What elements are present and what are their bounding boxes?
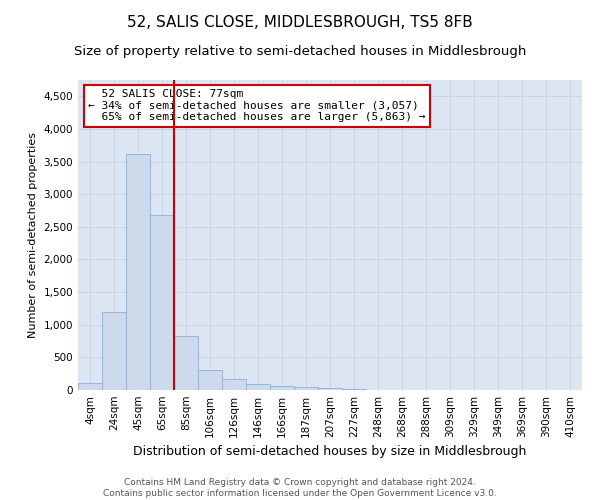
Text: Size of property relative to semi-detached houses in Middlesbrough: Size of property relative to semi-detach…: [74, 45, 526, 58]
Bar: [174, 336, 198, 390]
Bar: [150, 215, 174, 390]
Text: 52, SALIS CLOSE, MIDDLESBROUGH, TS5 8FB: 52, SALIS CLOSE, MIDDLESBROUGH, TS5 8FB: [127, 15, 473, 30]
Bar: [342, 389, 366, 390]
Bar: [246, 384, 270, 390]
Bar: [126, 154, 150, 390]
Text: Contains HM Land Registry data © Crown copyright and database right 2024.
Contai: Contains HM Land Registry data © Crown c…: [103, 478, 497, 498]
Y-axis label: Number of semi-detached properties: Number of semi-detached properties: [28, 132, 38, 338]
Bar: [198, 370, 222, 390]
X-axis label: Distribution of semi-detached houses by size in Middlesbrough: Distribution of semi-detached houses by …: [133, 446, 527, 458]
Text: 52 SALIS CLOSE: 77sqm
← 34% of semi-detached houses are smaller (3,057)
  65% of: 52 SALIS CLOSE: 77sqm ← 34% of semi-deta…: [88, 90, 425, 122]
Bar: [102, 312, 126, 390]
Bar: [78, 384, 102, 390]
Bar: [318, 388, 342, 390]
Bar: [270, 386, 294, 390]
Bar: [294, 386, 318, 390]
Bar: [222, 379, 246, 390]
